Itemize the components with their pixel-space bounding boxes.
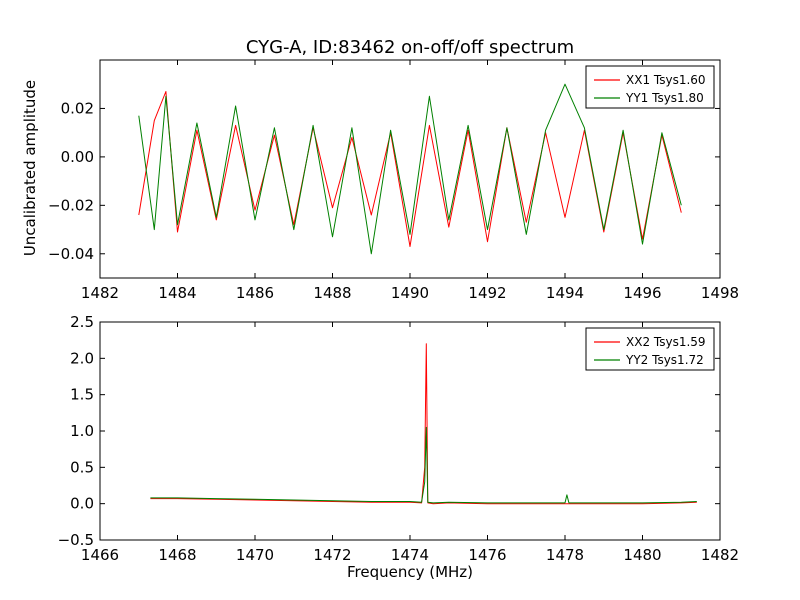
legend-box [585, 327, 715, 371]
x-axis-label: Frequency (MHz) [347, 563, 473, 581]
x-tick-label: 1492 [468, 284, 506, 302]
x-tick-label: 1468 [158, 546, 196, 564]
x-tick-label: 1482 [81, 284, 119, 302]
legend-label: XX2 Tsys1.59 [626, 335, 706, 349]
x-tick-label: 1496 [623, 284, 661, 302]
series-group [150, 343, 697, 505]
x-tick-label: 1490 [391, 284, 429, 302]
series-group [138, 83, 682, 255]
y-tick-label: −0.04 [48, 245, 94, 263]
panel-2: 1466 1468 1470 1472 1474 1476 1478 1480 1482 −0.5… [58, 313, 740, 564]
x-tick-label: 1480 [623, 546, 661, 564]
legend: XX1 Tsys1.60 YY1 Tsys1.80 [585, 65, 715, 109]
x-tick-label: 1486 [236, 284, 274, 302]
x-tick-label: 1488 [313, 284, 351, 302]
y-tick-label: 0.5 [70, 458, 94, 476]
plot-panels: 1482 1484 1486 1488 1490 1492 1494 1496 1498 −0.0… [48, 59, 740, 564]
x-tick-label: 1478 [546, 546, 584, 564]
x-tick-label: 1470 [236, 546, 274, 564]
panel-1: 1482 1484 1486 1488 1490 1492 1494 1496 1498 −0.0… [48, 59, 739, 302]
y-tick-label: 2.0 [70, 349, 94, 367]
x-tick-label: 1466 [81, 546, 119, 564]
y-tick-label: 0.00 [61, 148, 94, 166]
x-tick-label: 1474 [391, 546, 429, 564]
x-tick-label: 1472 [313, 546, 351, 564]
x-tick-label: 1494 [546, 284, 584, 302]
legend-box [585, 65, 715, 109]
axes-frame [99, 321, 721, 541]
y-tick-label: 1.5 [70, 386, 94, 404]
legend-label: YY1 Tsys1.80 [625, 91, 704, 105]
chart-title: CYG-A, ID:83462 on-off/off spectrum [246, 37, 574, 58]
y-axis-label: Uncalibrated amplitude [21, 80, 39, 256]
series-line-2 [138, 83, 682, 255]
series-line-2 [150, 426, 697, 504]
y-tick-label: −0.5 [58, 531, 94, 549]
x-tick-label: 1498 [701, 284, 739, 302]
legend: XX2 Tsys1.59 YY2 Tsys1.72 [585, 327, 715, 371]
y-tick-label: −0.02 [48, 196, 94, 214]
legend-label: XX1 Tsys1.60 [626, 73, 706, 87]
axes-frame [99, 59, 721, 279]
y-tick-label: 0.02 [61, 99, 94, 117]
y-tick-label: 1.0 [70, 422, 94, 440]
x-tick-label: 1476 [468, 546, 506, 564]
y-tick-label: 2.5 [70, 313, 94, 331]
legend-label: YY2 Tsys1.72 [625, 353, 704, 367]
series-line-1 [150, 343, 697, 505]
x-tick-label: 1482 [701, 546, 739, 564]
x-tick-label: 1484 [158, 284, 196, 302]
y-tick-label: 0.0 [70, 495, 94, 513]
